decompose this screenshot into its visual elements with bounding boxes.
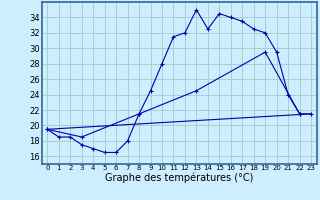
X-axis label: Graphe des températures (°C): Graphe des températures (°C) xyxy=(105,173,253,183)
